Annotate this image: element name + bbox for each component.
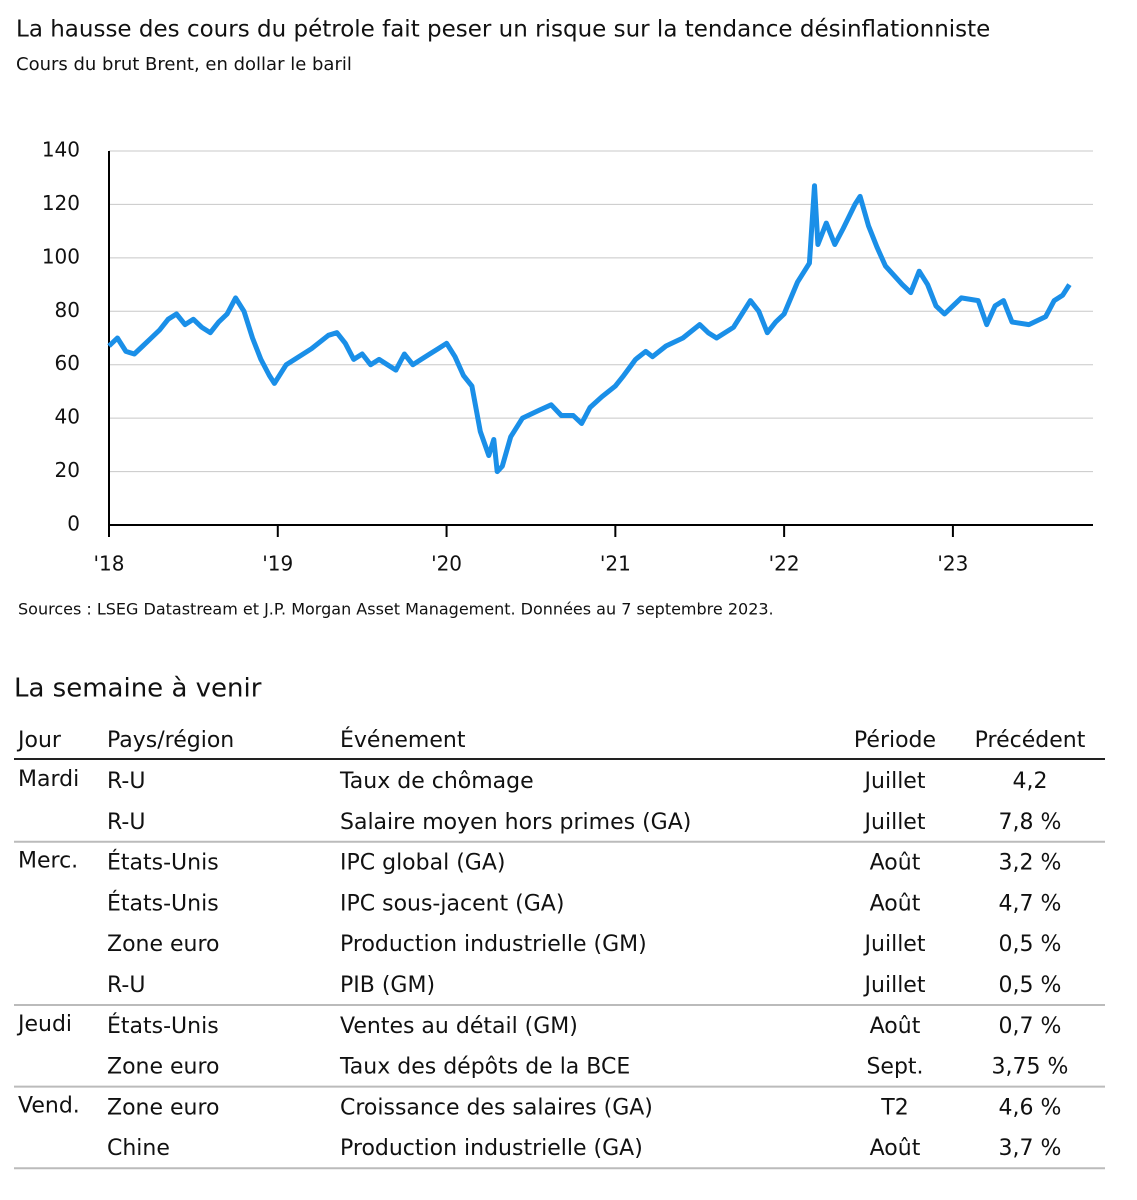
table-cell: Ventes au détail (GM) — [340, 1014, 578, 1039]
table-header: Jour — [16, 728, 62, 753]
chart-title: La hausse des cours du pétrole fait pese… — [16, 17, 990, 43]
table-cell: Août — [870, 891, 921, 916]
x-tick-label: '20 — [431, 552, 462, 576]
table-cell: Juillet — [863, 973, 926, 998]
day-cell: Vend. — [18, 1093, 80, 1118]
x-tick-label: '21 — [600, 552, 631, 576]
table-cell: Zone euro — [107, 1055, 220, 1080]
table-cell: 3,2 % — [999, 851, 1062, 876]
table-cell: Août — [870, 851, 921, 876]
x-tick-label: '19 — [262, 552, 293, 576]
y-tick-label: 60 — [55, 351, 80, 375]
y-tick-label: 100 — [42, 244, 80, 268]
table-cell: IPC sous-jacent (GA) — [340, 891, 564, 916]
table-cell: Juillet — [863, 769, 926, 794]
table-cell: R-U — [107, 973, 145, 998]
table-cell: 3,75 % — [992, 1055, 1069, 1080]
table-cell: 0,5 % — [999, 932, 1062, 957]
table-cell: États-Unis — [107, 890, 219, 916]
table-cell: Production industrielle (GA) — [340, 1136, 643, 1161]
x-tick-label: '18 — [94, 552, 125, 576]
y-tick-label: 20 — [55, 458, 80, 482]
table-cell: R-U — [107, 810, 145, 835]
table-cell: 4,7 % — [999, 891, 1062, 916]
day-cell: Jeudi — [16, 1012, 72, 1037]
table-header: Événement — [340, 727, 466, 753]
table-cell: 0,5 % — [999, 973, 1062, 998]
y-tick-label: 120 — [42, 191, 80, 215]
y-tick-label: 0 — [67, 512, 80, 536]
table-cell: États-Unis — [107, 850, 219, 876]
table-cell: États-Unis — [107, 1013, 219, 1039]
table-cell: 7,8 % — [999, 810, 1062, 835]
x-tick-label: '23 — [937, 552, 968, 576]
table-cell: T2 — [880, 1095, 908, 1120]
table-title: La semaine à venir — [14, 674, 262, 704]
y-tick-label: 80 — [55, 298, 80, 322]
table-cell: 4,2 — [1013, 769, 1048, 794]
table-cell: Juillet — [863, 810, 926, 835]
source-note: Sources : LSEG Datastream et J.P. Morgan… — [18, 600, 774, 619]
table-cell: 0,7 % — [999, 1014, 1062, 1039]
table-header: Pays/région — [107, 728, 234, 753]
table-cell: Croissance des salaires (GA) — [340, 1095, 653, 1120]
table-cell: Août — [870, 1136, 921, 1161]
x-tick-label: '22 — [769, 552, 800, 576]
price-line — [107, 183, 1072, 475]
table-cell: PIB (GM) — [340, 973, 435, 998]
table-header: Période — [854, 728, 936, 753]
table-cell: 4,6 % — [999, 1095, 1062, 1120]
y-tick-label: 140 — [42, 138, 80, 162]
table-cell: Taux de chômage — [339, 769, 534, 794]
chart-subtitle: Cours du brut Brent, en dollar le baril — [16, 54, 352, 75]
table-cell: Juillet — [863, 932, 926, 957]
table-cell: R-U — [107, 769, 145, 794]
table-cell: IPC global (GA) — [340, 851, 505, 876]
table-header: Précédent — [975, 728, 1086, 753]
table-cell: Salaire moyen hors primes (GA) — [340, 810, 691, 835]
table-cell: Août — [870, 1014, 921, 1039]
day-cell: Mardi — [18, 767, 79, 792]
table-cell: Chine — [107, 1136, 170, 1161]
table-cell: Zone euro — [107, 932, 220, 957]
table-cell: Sept. — [866, 1055, 923, 1080]
y-tick-label: 40 — [55, 405, 80, 429]
table-cell: Production industrielle (GM) — [340, 932, 647, 957]
table-cell: Taux des dépôts de la BCE — [339, 1055, 630, 1080]
day-cell: Merc. — [18, 849, 78, 874]
table-cell: 3,7 % — [999, 1136, 1062, 1161]
table-cell: Zone euro — [107, 1095, 220, 1120]
